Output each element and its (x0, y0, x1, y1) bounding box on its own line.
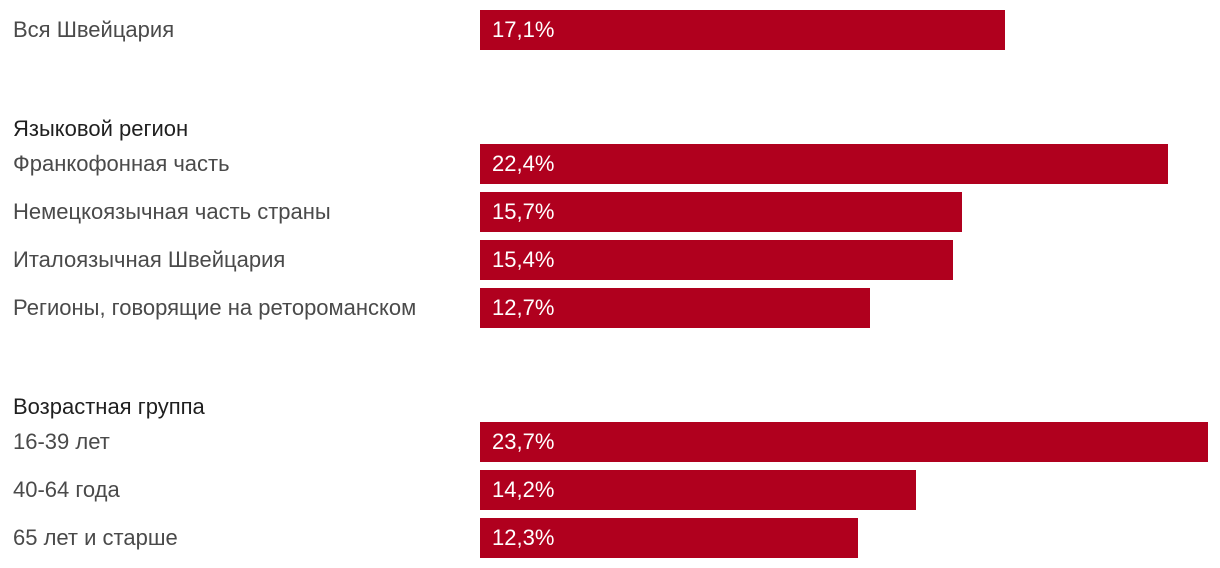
bar: 17,1% (480, 10, 1005, 50)
bar: 15,7% (480, 192, 962, 232)
category-label: Вся Швейцария (13, 17, 175, 42)
data-label: 15,4% (492, 247, 555, 272)
category-label: Регионы, говорящие на ретороманском (13, 295, 417, 320)
data-label: 12,7% (492, 295, 555, 320)
data-label: 12,3% (492, 525, 555, 550)
data-label: 14,2% (492, 477, 555, 502)
bar: 12,3% (480, 518, 858, 558)
bar: 15,4% (480, 240, 953, 280)
category-label: 40-64 года (13, 477, 120, 502)
data-label: 17,1% (492, 17, 555, 42)
category-label: Италоязычная Швейцария (13, 247, 286, 272)
bar: 12,7% (480, 288, 870, 328)
category-label: 65 лет и старше (13, 525, 178, 550)
data-label: 22,4% (492, 151, 555, 176)
data-label: 23,7% (492, 429, 555, 454)
group-title: Языковой регион (13, 116, 189, 141)
bar: 23,7% (480, 422, 1208, 462)
bar: 22,4% (480, 144, 1168, 184)
category-label: Немецкоязычная часть страны (13, 199, 331, 224)
group-title: Возрастная группа (13, 394, 205, 419)
category-label: 16-39 лет (13, 429, 110, 454)
data-label: 15,7% (492, 199, 555, 224)
bar: 14,2% (480, 470, 916, 510)
category-label: Франкофонная часть (13, 151, 230, 176)
